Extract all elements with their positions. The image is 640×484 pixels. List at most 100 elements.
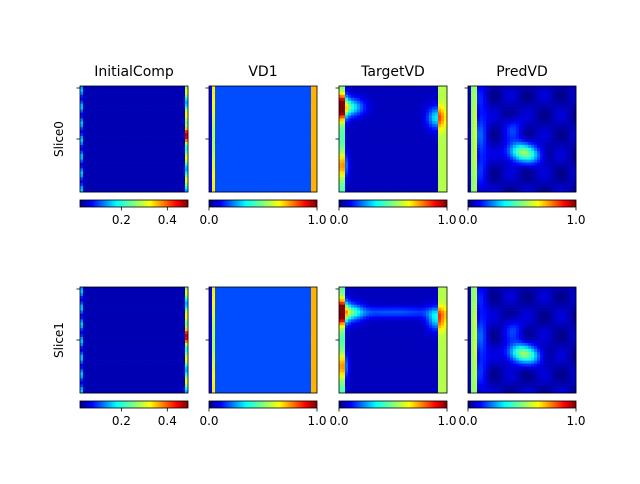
heatmap-cell: [245, 115, 248, 118]
heatmap-cell: [293, 180, 296, 183]
heatmap-cell: [92, 361, 95, 364]
heatmap-cell: [263, 346, 266, 349]
heatmap-cell: [275, 308, 278, 311]
heatmap-cell: [263, 355, 266, 358]
heatmap-cell: [245, 346, 248, 349]
heatmap-cell: [116, 287, 119, 290]
heatmap-cell: [224, 349, 227, 352]
heatmap-cell: [269, 296, 272, 299]
heatmap-cell: [98, 174, 101, 177]
heatmap-cell: [236, 334, 239, 337]
heatmap-cell: [167, 157, 170, 160]
heatmap-cell: [164, 367, 167, 370]
heatmap-cell: [179, 136, 182, 139]
heatmap-cell: [230, 337, 233, 340]
heatmap-cell: [242, 154, 245, 157]
heatmap-cell: [116, 92, 119, 95]
heatmap-cell: [293, 372, 296, 375]
heatmap-cell: [152, 130, 155, 133]
heatmap-cell: [140, 340, 143, 343]
heatmap-cell: [227, 364, 230, 367]
heatmap-cell: [164, 290, 167, 293]
heatmap-cell: [173, 89, 176, 92]
heatmap-cell: [209, 107, 212, 110]
heatmap-cell: [302, 290, 305, 293]
heatmap-cell: [230, 101, 233, 104]
heatmap-cell: [143, 160, 146, 163]
heatmap-cell: [152, 121, 155, 124]
heatmap-cell: [83, 346, 86, 349]
heatmap-cell: [212, 101, 215, 104]
heatmap-cell: [230, 142, 233, 145]
heatmap-cell: [272, 299, 275, 302]
heatmap-cell: [269, 98, 272, 101]
heatmap-cell: [146, 296, 149, 299]
heatmap-cell: [221, 133, 224, 136]
heatmap-cell: [80, 340, 83, 343]
heatmap-cell: [146, 358, 149, 361]
heatmap-cell: [230, 296, 233, 299]
heatmap-cell: [176, 369, 179, 372]
heatmap-cell: [86, 343, 89, 346]
heatmap-cell: [284, 361, 287, 364]
heatmap-cell: [269, 331, 272, 334]
heatmap-cell: [218, 287, 221, 290]
heatmap-cell: [83, 334, 86, 337]
heatmap-cell: [110, 115, 113, 118]
heatmap-cell: [86, 151, 89, 154]
heatmap-cell: [290, 86, 293, 89]
heatmap-cell: [98, 369, 101, 372]
heatmap-cell: [299, 142, 302, 145]
heatmap-cell: [230, 127, 233, 130]
heatmap-cell: [116, 325, 119, 328]
heatmap-cell: [164, 314, 167, 317]
heatmap-cell: [128, 322, 131, 325]
heatmap-cell: [308, 287, 311, 290]
heatmap-cell: [110, 287, 113, 290]
heatmap-cell: [218, 372, 221, 375]
heatmap-cell: [149, 287, 152, 290]
heatmap-cell: [146, 355, 149, 358]
heatmap-cell: [212, 154, 215, 157]
heatmap-cell: [254, 346, 257, 349]
heatmap-cell: [146, 328, 149, 331]
heatmap-cell: [125, 287, 128, 290]
heatmap-cell: [131, 378, 134, 381]
heatmap-cell: [254, 305, 257, 308]
heatmap-cell: [311, 331, 314, 334]
heatmap-cell: [290, 168, 293, 171]
heatmap-cell: [233, 358, 236, 361]
heatmap-cell: [227, 130, 230, 133]
heatmap-cell: [227, 127, 230, 130]
heatmap-cell: [152, 166, 155, 169]
heatmap-cell: [125, 154, 128, 157]
heatmap-cell: [98, 361, 101, 364]
heatmap-cell: [125, 290, 128, 293]
heatmap-cell: [122, 101, 125, 104]
heatmap-cell: [104, 305, 107, 308]
heatmap-cell: [224, 157, 227, 160]
heatmap-cell: [167, 151, 170, 154]
heatmap-cell: [92, 130, 95, 133]
heatmap-cell: [305, 160, 308, 163]
heatmap-cell: [89, 92, 92, 95]
heatmap-cell: [224, 142, 227, 145]
heatmap-cell: [110, 180, 113, 183]
heatmap-cell: [299, 115, 302, 118]
heatmap-cell: [272, 314, 275, 317]
heatmap-cell: [305, 325, 308, 328]
heatmap-cell: [128, 142, 131, 145]
heatmap-cell: [293, 101, 296, 104]
heatmap-cell: [155, 166, 158, 169]
heatmap-cell: [236, 130, 239, 133]
heatmap-cell: [302, 331, 305, 334]
heatmap-cell: [137, 101, 140, 104]
heatmap-cell: [284, 124, 287, 127]
heatmap-cell: [140, 387, 143, 390]
heatmap-cell: [155, 372, 158, 375]
heatmap-cell: [143, 287, 146, 290]
heatmap-cell: [119, 340, 122, 343]
heatmap-cell: [221, 343, 224, 346]
heatmap-cell: [95, 384, 98, 387]
heatmap-cell: [296, 361, 299, 364]
